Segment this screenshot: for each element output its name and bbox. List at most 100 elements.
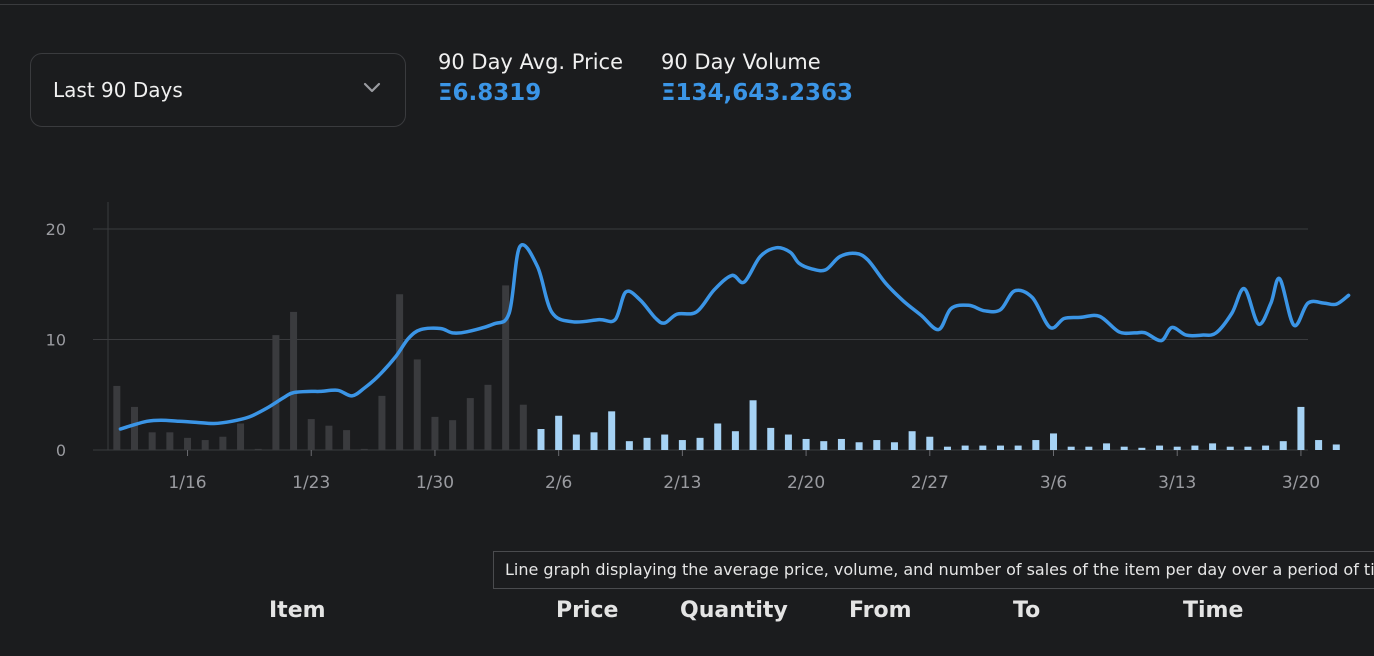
y-tick-label: 0 xyxy=(56,441,66,460)
volume-bar xyxy=(413,359,421,450)
avg-price-value: Ξ6.8319 xyxy=(438,80,542,106)
chart-tooltip: Line graph displaying the average price,… xyxy=(493,551,1374,589)
top-divider xyxy=(0,4,1374,5)
volume-bar xyxy=(1156,445,1164,450)
volume-bar xyxy=(325,425,333,450)
volume-bar xyxy=(360,448,368,450)
volume-bar xyxy=(1315,440,1323,450)
volume-bar xyxy=(767,427,775,450)
volume-bar xyxy=(943,446,951,450)
volume-bar xyxy=(979,445,987,450)
volume-bar xyxy=(1050,433,1058,450)
volume-bar xyxy=(802,438,810,450)
volume-bar xyxy=(449,420,457,450)
volume-bar xyxy=(519,404,527,450)
volume-bar xyxy=(731,431,739,450)
volume-bar xyxy=(201,440,209,450)
volume-bar xyxy=(290,311,298,450)
volume-bar xyxy=(1332,444,1340,450)
volume-bar xyxy=(820,441,828,450)
x-tick-label: 2/6 xyxy=(545,473,572,493)
volume-bar xyxy=(1297,406,1305,450)
volume-bar xyxy=(661,434,669,450)
volume-bar xyxy=(343,430,351,450)
table-header-price: Price xyxy=(556,598,619,623)
volume-bar xyxy=(890,442,898,450)
x-tick-label: 2/27 xyxy=(911,473,949,493)
volume-bar xyxy=(555,415,563,450)
table-header-time: Time xyxy=(1183,598,1244,623)
volume-bar xyxy=(1191,445,1199,450)
volume-bar xyxy=(1138,447,1146,450)
volume-bar xyxy=(714,423,722,450)
volume-bar xyxy=(166,432,174,450)
table-header-quantity: Quantity xyxy=(680,598,788,623)
chevron-down-icon xyxy=(363,82,381,93)
volume-bar xyxy=(696,437,704,450)
volume-label: 90 Day Volume xyxy=(661,50,821,74)
volume-bar xyxy=(873,440,881,450)
x-tick-label: 3/6 xyxy=(1040,473,1067,493)
volume-bar xyxy=(1103,443,1111,450)
volume-bar xyxy=(855,442,863,450)
volume-bar xyxy=(307,419,315,450)
volume-bar xyxy=(1244,446,1252,450)
volume-bar xyxy=(502,285,510,450)
volume-bar xyxy=(926,436,934,450)
volume-bar xyxy=(678,440,686,450)
volume-bar xyxy=(537,429,545,450)
table-header-from: From xyxy=(849,598,912,623)
x-tick-label: 2/20 xyxy=(787,473,825,493)
volume-bar xyxy=(625,441,633,450)
time-range-dropdown[interactable]: Last 90 Days xyxy=(30,53,406,127)
volume-bar xyxy=(378,395,386,450)
price-volume-chart: 0 10 20 1/16 1/23 1/30 2/6 2/13 2/20 2/27 3/6 3/13 3… xyxy=(46,202,1351,493)
volume-bar xyxy=(431,416,439,450)
volume-bar xyxy=(484,384,492,450)
volume-bar xyxy=(837,438,845,450)
volume-bar xyxy=(784,434,792,450)
volume-bar xyxy=(396,294,404,450)
volume-bar xyxy=(1014,445,1022,450)
volume-bar xyxy=(237,423,245,450)
x-tick-label: 1/16 xyxy=(168,473,206,493)
volume-bar xyxy=(466,398,474,450)
avg-price-line xyxy=(118,243,1351,431)
volume-bar xyxy=(219,436,227,450)
time-range-label: Last 90 Days xyxy=(53,78,183,102)
volume-bar xyxy=(996,445,1004,450)
x-tick-label: 1/30 xyxy=(416,473,454,493)
avg-price-label: 90 Day Avg. Price xyxy=(438,50,624,74)
avg-price-stat: 90 Day Avg. Price Ξ6.8319 xyxy=(438,50,623,106)
volume-bar xyxy=(184,437,192,450)
volume-bar xyxy=(961,445,969,450)
volume-bar xyxy=(1120,446,1128,450)
volume-bar xyxy=(272,335,280,450)
volume-bar xyxy=(131,406,139,450)
y-tick-label: 10 xyxy=(46,331,66,350)
volume-bar xyxy=(590,432,598,450)
table-header-item: Item xyxy=(269,598,326,623)
volume-bar xyxy=(1085,446,1093,450)
volume-bar xyxy=(113,385,121,450)
volume-bar xyxy=(908,431,916,450)
x-tick-label: 3/20 xyxy=(1282,473,1320,493)
volume-bar xyxy=(1209,443,1217,450)
volume-bar xyxy=(572,434,580,450)
volume-bar xyxy=(1279,441,1287,450)
volume-bar xyxy=(1262,445,1270,450)
x-tick-label: 2/13 xyxy=(663,473,701,493)
volume-bar xyxy=(608,411,616,450)
volume-bar xyxy=(148,432,156,450)
volume-bar xyxy=(1226,446,1234,450)
volume-stat: 90 Day Volume Ξ134,643.2363 xyxy=(661,50,853,106)
volume-bar xyxy=(254,448,262,450)
y-tick-label: 20 xyxy=(46,220,66,239)
volume-bar xyxy=(1067,446,1075,450)
table-header-to: To xyxy=(1013,598,1041,623)
volume-value: Ξ134,643.2363 xyxy=(661,80,854,106)
x-tick-label: 1/23 xyxy=(292,473,330,493)
volume-bar xyxy=(749,400,757,450)
volume-bar xyxy=(1032,440,1040,450)
volume-bar xyxy=(643,437,651,450)
